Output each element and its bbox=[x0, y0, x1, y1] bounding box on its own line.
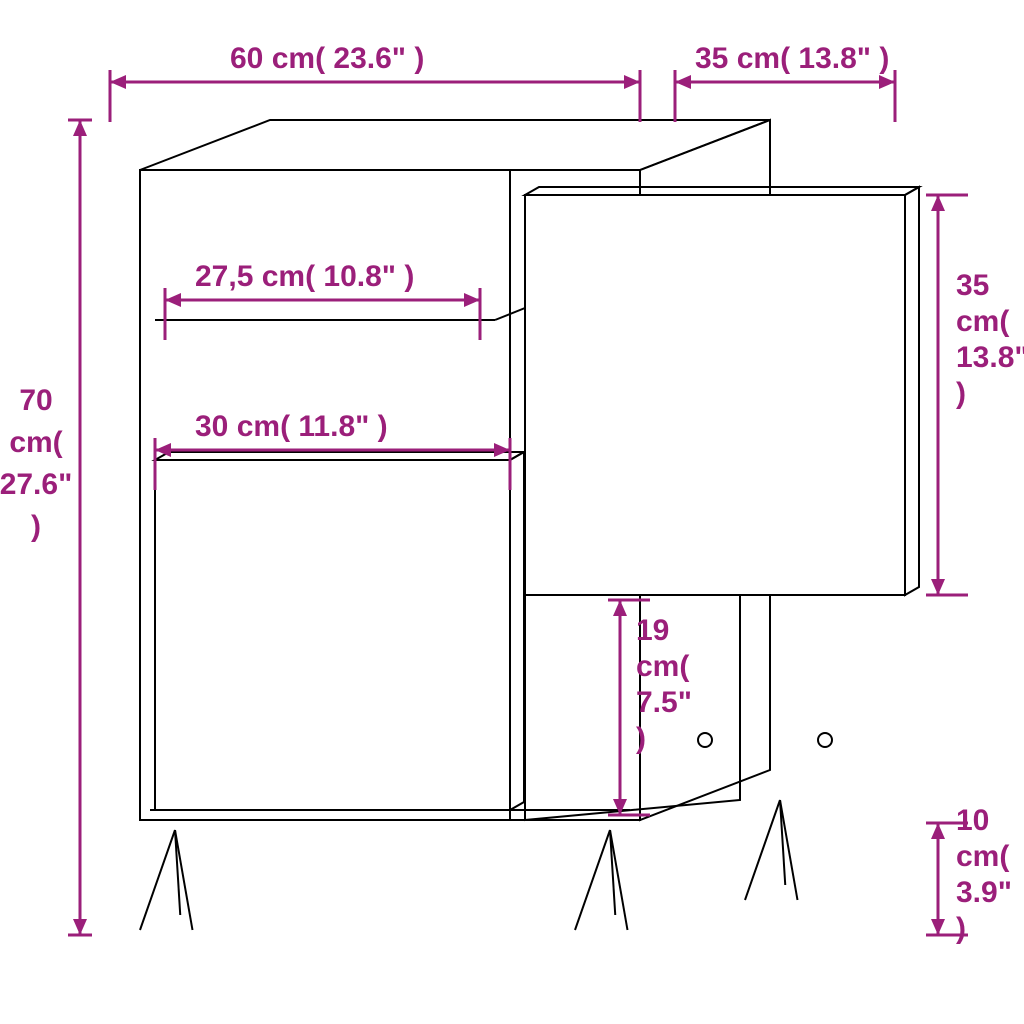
svg-text:): ) bbox=[636, 722, 646, 755]
svg-text:27.6": 27.6" bbox=[0, 468, 72, 501]
svg-text:cm(: cm( bbox=[636, 650, 689, 683]
svg-text:): ) bbox=[956, 912, 966, 945]
dimension-drawing: 60 cm( 23.6" ) 35 cm( 13.8" ) 27,5 cm( 10.… bbox=[0, 0, 1024, 1024]
svg-text:19: 19 bbox=[636, 614, 669, 647]
svg-text:13.8": 13.8" bbox=[956, 341, 1024, 374]
svg-text:27,5 cm( 10.8" ): 27,5 cm( 10.8" ) bbox=[195, 260, 414, 293]
svg-text:70: 70 bbox=[19, 384, 52, 417]
svg-text:3.9": 3.9" bbox=[956, 876, 1012, 909]
svg-text:): ) bbox=[956, 377, 966, 410]
svg-text:): ) bbox=[31, 510, 41, 543]
svg-text:35 cm( 13.8" ): 35 cm( 13.8" ) bbox=[695, 42, 889, 75]
cabinet-drawing bbox=[140, 120, 919, 930]
svg-text:10: 10 bbox=[956, 804, 989, 837]
svg-text:7.5": 7.5" bbox=[636, 686, 692, 719]
svg-text:cm(: cm( bbox=[956, 840, 1009, 873]
svg-text:35: 35 bbox=[956, 269, 989, 302]
svg-text:60 cm( 23.6" ): 60 cm( 23.6" ) bbox=[230, 42, 424, 75]
svg-text:cm(: cm( bbox=[956, 305, 1009, 338]
svg-text:cm(: cm( bbox=[9, 426, 62, 459]
svg-text:30 cm( 11.8" ): 30 cm( 11.8" ) bbox=[195, 410, 388, 443]
diagram-stage: 60 cm( 23.6" ) 35 cm( 13.8" ) 27,5 cm( 10.… bbox=[0, 0, 1024, 1024]
